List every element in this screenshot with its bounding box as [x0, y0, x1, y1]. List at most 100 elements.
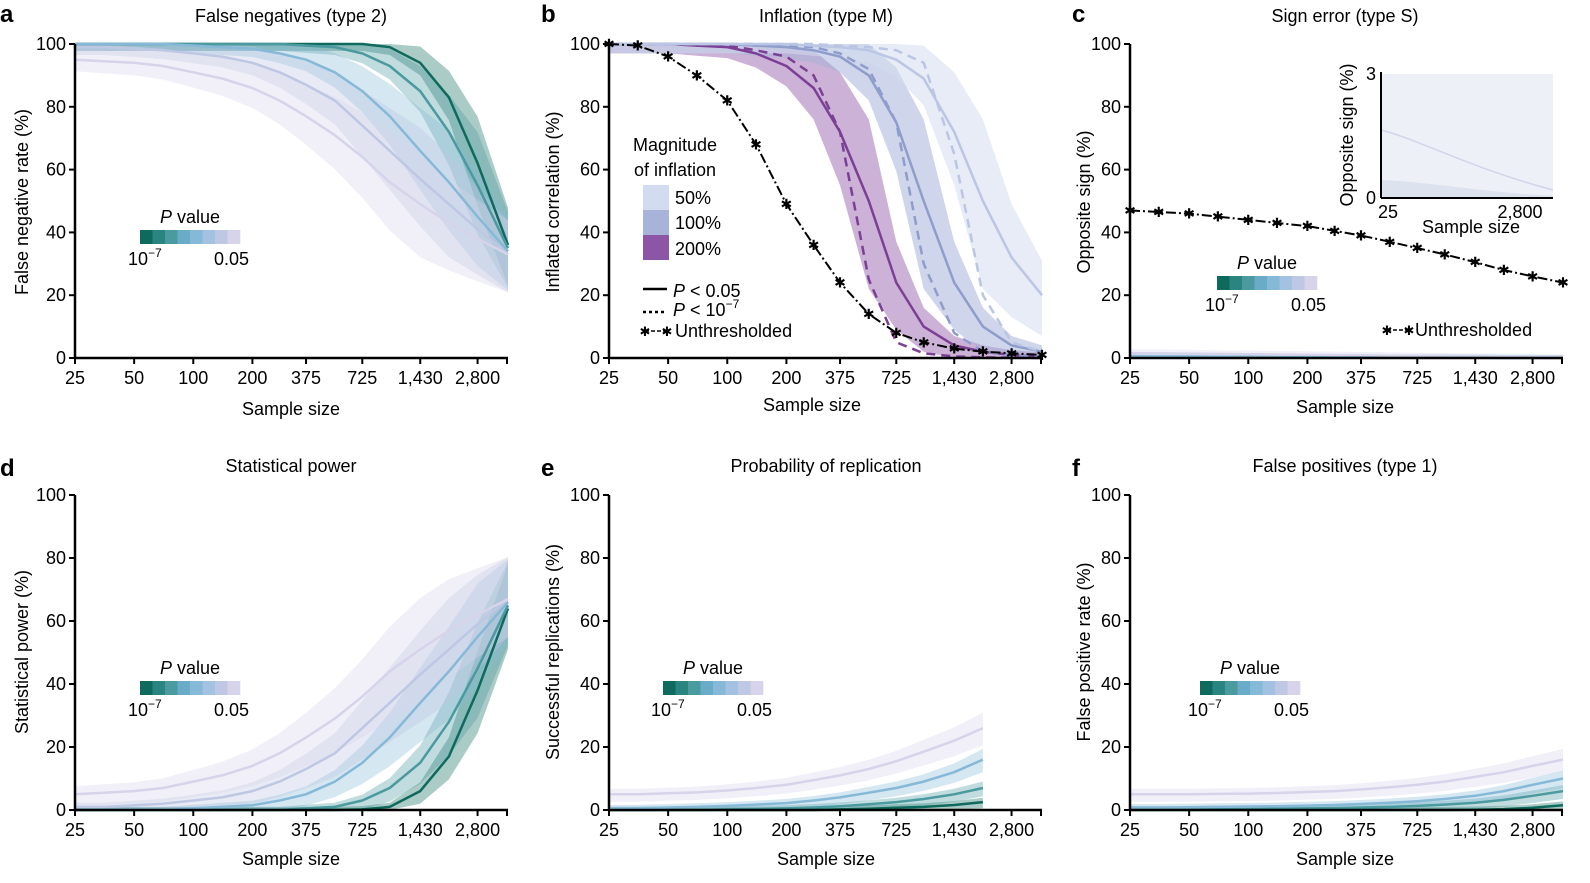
x-tick-label: 100	[712, 820, 742, 840]
pvalue-legend-max: 0.05	[737, 700, 772, 720]
unthresholded-marker: ✱	[1329, 223, 1341, 239]
x-tick-label: 2,800	[989, 368, 1034, 388]
pvalue-legend-max: 0.05	[214, 249, 249, 269]
panel-e-axes: 0 20 40 60 80 100 25 50 100 200 375 725 1,430 2,800	[570, 485, 1042, 840]
y-tick-label: 60	[1101, 611, 1121, 631]
pvalue-swatch	[227, 681, 241, 695]
series-line	[75, 45, 509, 256]
pvalue-swatch	[1304, 276, 1318, 290]
panel-b-series: ✱ ✱ ✱ ✱ ✱ ✱ ✱ ✱ ✱ ✱ ✱ ✱ ✱ ✱ ✱ ✱	[603, 36, 1048, 363]
unthresholded-marker: ✱	[781, 196, 793, 212]
pvalue-legend-title: P value	[160, 207, 220, 227]
unthresholded-marker: ✱	[750, 136, 762, 152]
unthresholded-marker: ✱	[1469, 254, 1481, 270]
pvalue-legend-min: 10−7	[1205, 292, 1239, 315]
x-tick-label: 100	[178, 820, 208, 840]
panel-letter-f: f	[1072, 455, 1081, 482]
pvalue-swatch	[202, 230, 216, 244]
pvalue-swatch	[675, 681, 689, 695]
x-tick-label: 725	[881, 368, 911, 388]
pvalue-swatch	[1217, 276, 1230, 290]
series-band	[75, 559, 508, 810]
pvalue-swatch	[165, 681, 178, 695]
pvalue-swatch	[215, 230, 228, 244]
y-tick-label: 60	[46, 160, 66, 180]
series-band	[1130, 748, 1563, 802]
unthresholded-marker: ✱	[1006, 345, 1018, 361]
unthresholded-marker: ✱	[834, 275, 846, 291]
x-tick-label: 50	[124, 820, 144, 840]
series-line	[609, 42, 1043, 353]
pvalue-swatch	[1237, 681, 1251, 695]
inset-xtick-25: 25	[1378, 202, 1398, 222]
panel-d-ylabel: Statistical power (%)	[12, 570, 32, 734]
x-tick-label: 100	[1233, 820, 1263, 840]
pvalue-swatch	[1229, 276, 1243, 290]
unthresholded-marker: ✱	[1384, 234, 1396, 250]
pvalue-swatch	[152, 230, 166, 244]
unthresholded-marker: ✱	[1302, 218, 1314, 234]
pvalue-legend-max: 0.05	[1274, 700, 1309, 720]
panel-e-title: Probability of replication	[730, 456, 921, 476]
legend-unthresholded-marker-2: ✱	[662, 324, 673, 339]
panel-letter-a: a	[0, 1, 14, 28]
y-tick-label: 20	[46, 285, 66, 305]
panel-f-axes: 0 20 40 60 80 100 25 50 100 200 375 725 1,430 2,800	[1091, 485, 1563, 840]
x-tick-label: 200	[237, 368, 267, 388]
x-tick-label: 2,800	[1510, 820, 1555, 840]
x-tick-label: 25	[1120, 820, 1140, 840]
legend-unthresholded-marker-2: ✱	[1404, 323, 1415, 338]
y-tick-label: 60	[1101, 160, 1121, 180]
x-tick-label: 50	[1179, 368, 1199, 388]
pvalue-swatch	[1275, 681, 1288, 695]
x-tick-label: 200	[1292, 820, 1322, 840]
x-tick-label: 375	[1346, 368, 1376, 388]
panel-d-series	[74, 557, 510, 812]
legend-unthresholded-marker-1: ✱	[1382, 323, 1393, 338]
pvalue-legend-swatches	[663, 681, 764, 695]
unthresholded-marker: ✱	[1153, 204, 1165, 220]
pvalue-swatch	[152, 681, 166, 695]
swatch-100	[643, 210, 669, 235]
series-line	[75, 42, 509, 253]
y-tick-label: 0	[590, 348, 600, 368]
x-tick-label: 1,430	[1453, 368, 1498, 388]
unthresholded-marker: ✱	[808, 237, 820, 253]
series-band	[75, 44, 508, 293]
unthresholded-marker: ✱	[1439, 246, 1451, 262]
pvalue-swatch	[1200, 681, 1213, 695]
pvalue-legend-e: P value 10−7 0.05	[651, 658, 772, 720]
pvalue-swatch	[713, 681, 726, 695]
panel-letter-b: b	[541, 1, 556, 28]
pvalue-legend-c: P value 10−7 0.05	[1205, 253, 1326, 315]
unthresholded-marker: ✱	[632, 38, 644, 54]
x-tick-label: 1,430	[932, 820, 977, 840]
y-tick-label: 100	[36, 34, 66, 54]
pvalue-swatch	[177, 230, 191, 244]
y-tick-label: 20	[580, 285, 600, 305]
inflation-legend-title-2: of inflation	[634, 160, 716, 180]
series-line	[609, 42, 1043, 296]
legend-unthresholded-marker-1: ✱	[640, 324, 651, 339]
pvalue-legend-title: P value	[683, 658, 743, 678]
panel-a-xlabel: Sample size	[242, 399, 340, 419]
unthresholded-marker: ✱	[691, 67, 703, 83]
inflation-legend-title-1: Magnitude	[633, 135, 717, 155]
panel-d-axes: 0 20 40 60 80 100 25 50 100 200 375 725 1,430 2,800	[36, 485, 508, 840]
inflation-legend: Magnitude of inflation 50% 100% 200% P <…	[633, 135, 792, 341]
unthresholded-marker: ✱	[1411, 240, 1423, 256]
series-band	[75, 44, 508, 293]
pvalue-swatch	[700, 681, 714, 695]
panel-letter-c: c	[1072, 1, 1085, 28]
panel-a-ylabel: False negative rate (%)	[12, 109, 32, 295]
y-tick-label: 60	[46, 611, 66, 631]
unthresholded-marker: ✱	[1036, 347, 1048, 363]
pvalue-swatch	[1242, 276, 1255, 290]
x-tick-label: 2,800	[1510, 368, 1555, 388]
x-tick-label: 725	[347, 820, 377, 840]
pvalue-swatch	[1254, 276, 1268, 290]
y-tick-label: 60	[580, 160, 600, 180]
pvalue-swatch	[738, 681, 751, 695]
y-tick-label: 20	[46, 737, 66, 757]
x-tick-label: 100	[178, 368, 208, 388]
